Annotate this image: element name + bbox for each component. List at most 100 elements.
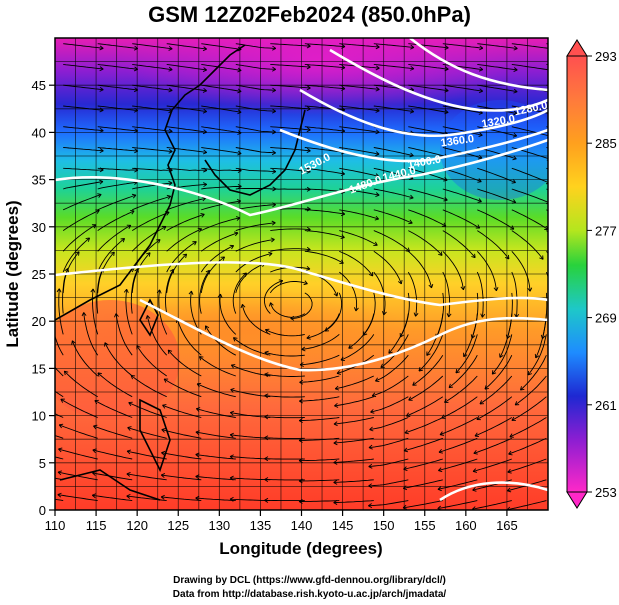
- streamline-arrowhead: [438, 448, 443, 454]
- streamline: [477, 63, 518, 71]
- streamline-arrowhead: [272, 45, 277, 51]
- streamline: [126, 495, 167, 502]
- streamline-arrowhead: [63, 370, 69, 376]
- streamline-arrowhead: [478, 66, 484, 72]
- streamline-arrowhead: [168, 87, 173, 93]
- streamline-arrowhead: [99, 179, 104, 185]
- colorbar-label: 269: [595, 311, 617, 326]
- streamline-arrowhead: [336, 370, 342, 375]
- streamline-arrowhead: [93, 424, 98, 430]
- streamline: [235, 252, 273, 273]
- streamline: [511, 43, 548, 49]
- streamline-arrowhead: [220, 256, 226, 261]
- streamline: [264, 395, 305, 398]
- streamline-arrowhead: [480, 313, 486, 318]
- streamline: [97, 63, 138, 70]
- streamline: [97, 167, 138, 171]
- streamline-arrowhead: [512, 132, 518, 138]
- streamline: [58, 288, 64, 335]
- streamline: [477, 230, 510, 260]
- streamline: [403, 458, 443, 470]
- streamline: [408, 126, 449, 135]
- streamline: [270, 228, 311, 232]
- streamline-arrowhead: [527, 370, 532, 376]
- streamline-arrowhead: [264, 372, 269, 378]
- streamline-arrowhead: [370, 409, 375, 414]
- streamline: [304, 147, 345, 154]
- streamline: [333, 500, 374, 504]
- y-axis: 0 5 10 15 20 25 30 35 40 45: [32, 78, 55, 518]
- streamline-arrowhead: [369, 426, 374, 432]
- streamline-arrowhead: [27, 398, 31, 402]
- streamline-arrowhead: [508, 450, 513, 456]
- streamline: [63, 194, 102, 211]
- streamline: [442, 230, 476, 258]
- y-tick-label: 30: [32, 220, 46, 235]
- y-tick-label: 15: [32, 361, 46, 376]
- streamline: [92, 472, 133, 481]
- streamline-arrowhead: [270, 237, 275, 243]
- colorbar-bar: [566, 55, 588, 493]
- streamline: [55, 366, 64, 377]
- streamline-arrowhead: [348, 344, 353, 349]
- streamline-arrowhead: [410, 44, 415, 50]
- streamline: [339, 250, 374, 277]
- streamline: [474, 417, 513, 437]
- streamline-arrowhead: [472, 487, 477, 492]
- streamline: [229, 498, 271, 502]
- streamline-arrowhead: [540, 334, 546, 339]
- streamline: [269, 281, 308, 294]
- streamline-arrowhead: [128, 401, 133, 407]
- contour-label: 1320.0: [481, 113, 516, 131]
- streamline-arrowhead: [375, 65, 380, 71]
- streamline: [408, 188, 448, 201]
- streamline: [270, 63, 311, 68]
- x-tick-label: 115: [86, 518, 107, 533]
- streamline: [441, 396, 478, 419]
- contour-label: 1400.0: [407, 154, 442, 172]
- streamline-arrowhead: [472, 468, 478, 473]
- streamline-arrowhead: [240, 303, 246, 309]
- streamline-arrowhead: [513, 110, 518, 116]
- streamline-arrowhead: [203, 182, 208, 188]
- streamline-arrowhead: [91, 493, 97, 499]
- streamline: [511, 188, 548, 203]
- streamline: [263, 280, 283, 314]
- streamline: [270, 188, 311, 190]
- y-tick-label: 40: [32, 125, 46, 140]
- x-tick-label: 110: [45, 518, 66, 533]
- streamline: [339, 271, 358, 312]
- streamline: [264, 351, 305, 357]
- streamline-arrowhead: [375, 44, 380, 50]
- streamline-arrowhead: [410, 65, 415, 71]
- streamline: [511, 230, 544, 260]
- streamline-arrowhead: [513, 45, 518, 51]
- streamline: [235, 126, 276, 133]
- streamline: [369, 417, 409, 431]
- streamline: [63, 147, 104, 152]
- colorbar-label: 293: [595, 49, 617, 64]
- x-tick-label: 165: [496, 518, 518, 533]
- streamline-arrowhead: [271, 220, 276, 226]
- streamline: [195, 454, 236, 460]
- streamline-arrowhead: [374, 173, 380, 179]
- streamline-arrowhead: [374, 215, 380, 221]
- streamline-arrowhead: [161, 427, 166, 433]
- streamline: [161, 474, 202, 481]
- streamline-arrowhead: [160, 473, 166, 478]
- streamline-arrowhead: [306, 265, 311, 271]
- streamline: [132, 147, 173, 153]
- colorbar-top-cap: [566, 39, 588, 57]
- streamline-arrowhead: [299, 398, 303, 404]
- streamline: [477, 43, 518, 49]
- streamline: [373, 43, 414, 48]
- streamline: [270, 302, 306, 318]
- streamline: [195, 475, 236, 481]
- streamline-arrowhead: [264, 497, 269, 503]
- streamline: [97, 238, 125, 273]
- streamline-arrowhead: [380, 363, 385, 368]
- streamline: [368, 479, 409, 487]
- streamline: [197, 383, 236, 398]
- streamline-arrowhead: [324, 327, 330, 332]
- streamline-arrowhead: [56, 288, 62, 293]
